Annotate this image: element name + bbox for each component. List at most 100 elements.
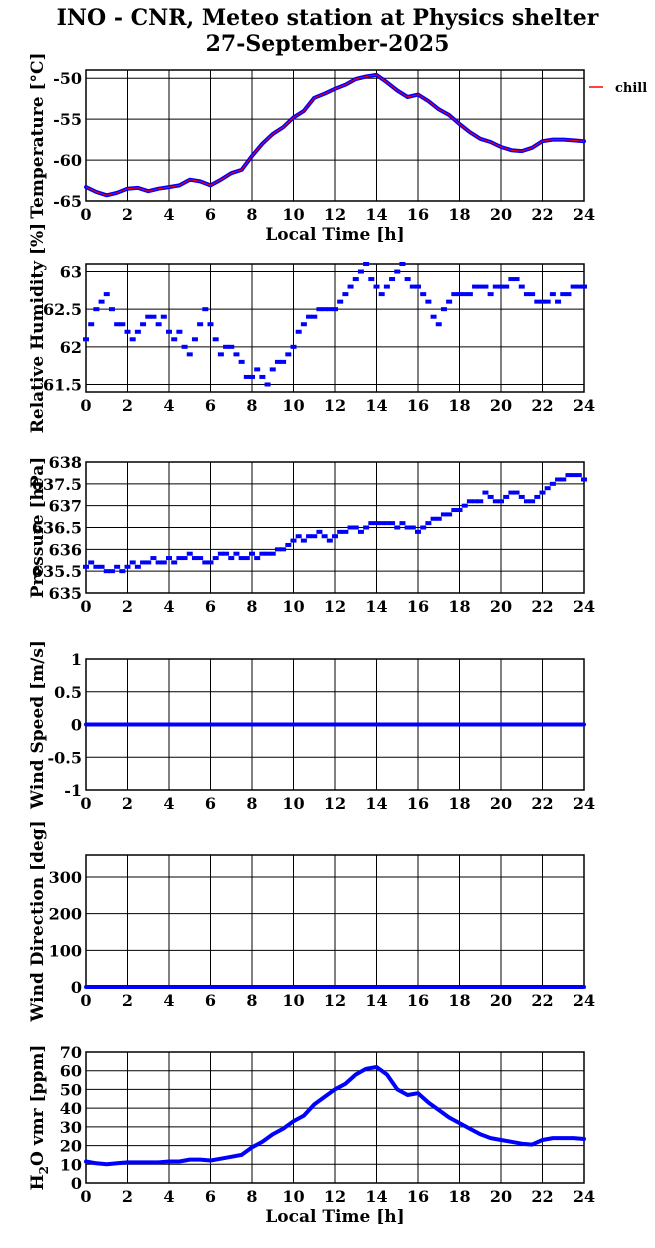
x-tick-label: 6: [205, 597, 216, 616]
data-point: [238, 359, 245, 364]
data-point: [373, 284, 380, 289]
y-tick-label: -1: [64, 781, 82, 800]
data-point: [295, 329, 302, 334]
x-tick-label: 14: [365, 396, 387, 415]
data-point: [523, 292, 530, 297]
x-tick-label: 0: [80, 1187, 91, 1206]
data-point: [581, 477, 587, 482]
y-tick-label: 1: [71, 650, 82, 669]
data-point: [529, 292, 536, 297]
data-point: [264, 551, 271, 556]
data-point: [295, 534, 302, 539]
x-tick-label: 20: [490, 991, 512, 1010]
x-tick-label: 0: [80, 794, 91, 813]
data-point: [430, 314, 437, 319]
data-point: [534, 299, 541, 304]
data-point: [477, 284, 484, 289]
data-point: [368, 521, 375, 526]
data-point: [326, 538, 333, 543]
data-point: [124, 564, 131, 569]
x-tick-label: 6: [205, 991, 216, 1010]
data-point: [103, 292, 110, 297]
panel-2: 0 2 4 6 8 10 12 14 16 18 20 22 24635635.5636636.5637…: [28, 453, 595, 616]
data-point: [555, 299, 562, 304]
legend-label-chill: chill: [615, 81, 647, 96]
data-point: [570, 284, 577, 289]
data-point: [285, 352, 292, 357]
data-point: [254, 556, 261, 561]
y-axis-label: Wind Direction [deg]: [28, 820, 48, 1022]
x-tick-label: 18: [448, 597, 470, 616]
data-point: [166, 556, 172, 561]
x-tick-label: 10: [282, 991, 304, 1010]
data-point: [197, 556, 204, 561]
data-point: [544, 486, 551, 491]
x-tick-label: 12: [324, 991, 346, 1010]
data-point: [347, 525, 354, 530]
data-point: [306, 534, 313, 539]
data-point: [274, 547, 281, 552]
data-point: [150, 556, 157, 561]
data-point: [140, 322, 147, 327]
data-point: [186, 551, 193, 556]
data-point: [539, 299, 546, 304]
x-axis-label: Local Time [h]: [265, 1207, 404, 1227]
data-point: [280, 359, 287, 364]
data-point: [119, 569, 126, 574]
data-point: [191, 556, 198, 561]
data-point: [368, 277, 375, 282]
y-tick-label: 638: [49, 453, 82, 472]
data-point: [451, 292, 458, 297]
y-tick-label: -60: [53, 151, 82, 170]
data-point: [570, 473, 577, 478]
x-tick-label: 18: [448, 396, 470, 415]
data-point: [425, 521, 432, 526]
data-point: [103, 569, 110, 574]
x-tick-label: 16: [407, 396, 429, 415]
data-point: [498, 284, 504, 289]
x-tick-label: 22: [531, 1187, 553, 1206]
data-point: [326, 307, 333, 312]
x-tick-label: 20: [490, 1187, 512, 1206]
data-point: [83, 337, 89, 342]
y-tick-label: 636: [49, 540, 82, 559]
data-point: [259, 374, 266, 379]
y-tick-label: -0.5: [48, 748, 82, 767]
y-tick-label: 300: [49, 868, 82, 887]
y-tick-label: 63: [60, 263, 82, 282]
data-point: [98, 564, 105, 569]
data-point: [171, 560, 178, 565]
data-point: [207, 560, 214, 565]
y-tick-label: -65: [53, 192, 82, 211]
y-axis-label: Relative Humidity [%]: [28, 223, 48, 433]
x-tick-label: 16: [407, 1187, 429, 1206]
x-tick-label: 0: [80, 991, 91, 1010]
data-point: [378, 521, 385, 526]
data-point: [440, 307, 447, 312]
plot-frame: [85, 1051, 585, 1184]
x-tick-label: 20: [490, 597, 512, 616]
x-tick-label: 0: [80, 396, 91, 415]
x-tick-label: 4: [163, 1187, 174, 1206]
data-point: [243, 556, 250, 561]
data-point: [223, 344, 230, 349]
data-point: [316, 307, 323, 312]
data-point: [565, 473, 572, 478]
x-tick-label: 2: [122, 991, 133, 1010]
data-point: [311, 534, 318, 539]
data-point: [404, 277, 411, 282]
x-tick-label: 18: [448, 991, 470, 1010]
data-point: [513, 490, 520, 495]
data-point: [332, 307, 338, 312]
data-point: [347, 284, 354, 289]
y-tick-label: 30: [60, 1118, 82, 1137]
x-tick-label: 24: [573, 1187, 595, 1206]
data-point: [119, 322, 126, 327]
data-point: [274, 359, 281, 364]
x-tick-label: 10: [282, 597, 304, 616]
data-point: [404, 525, 411, 530]
data-point: [508, 277, 515, 282]
y-tick-label: 10: [60, 1155, 82, 1174]
